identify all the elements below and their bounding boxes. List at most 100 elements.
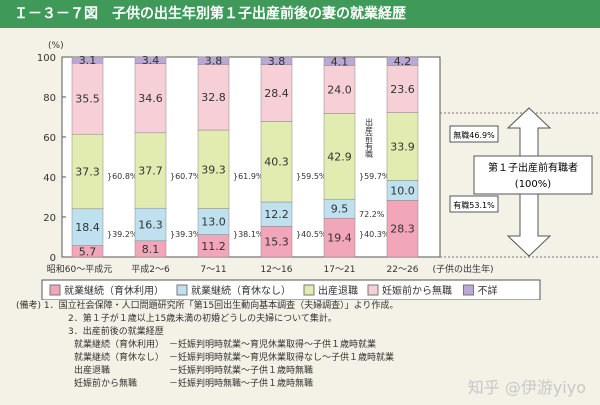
note-3: 3．出産前後の就業経歴 bbox=[68, 327, 164, 337]
data-label: 37.7 bbox=[138, 165, 163, 178]
data-label: 32.8 bbox=[201, 91, 226, 104]
data-label: 28.4 bbox=[264, 87, 289, 100]
bar-segment bbox=[197, 56, 230, 65]
bar-segment bbox=[260, 64, 293, 122]
legend-swatch bbox=[463, 284, 474, 296]
data-label: 3.4 bbox=[142, 54, 160, 67]
data-label: 4.1 bbox=[331, 55, 349, 68]
legend-label: 出産退職 bbox=[318, 284, 358, 297]
data-label: 19.4 bbox=[327, 232, 352, 245]
bar-segment bbox=[134, 132, 167, 209]
definition-text: 就業継続（育休なし） bbox=[74, 353, 165, 363]
definition-text: 出産退職 bbox=[74, 366, 111, 376]
definition-text: 就業継続（育休利用） bbox=[74, 340, 165, 350]
employed-share: 有職53.1% bbox=[453, 200, 495, 210]
bar-segment bbox=[71, 62, 104, 135]
bar-segment bbox=[197, 129, 230, 209]
data-label: 4.2 bbox=[394, 55, 412, 68]
note-definition: 就業継続（育休利用） －妊娠判明時就業～育児休業取得～子供１歳時就業 bbox=[74, 339, 398, 352]
legend-label: 就業継続（育休なし） bbox=[191, 284, 291, 297]
bar-segment bbox=[134, 207, 167, 242]
definition-text: －妊娠判明時就業～育児休業取得～子供１歳時就業 bbox=[169, 340, 377, 350]
vertical-label: 出産前有職 bbox=[365, 117, 374, 159]
bar-segment bbox=[323, 113, 356, 200]
bar-segment bbox=[134, 63, 167, 134]
data-label: 35.5 bbox=[75, 93, 100, 106]
definition-text: －妊娠判明時就業～育児休業取得なし～子供１歳時就業 bbox=[169, 353, 395, 363]
data-label: 23.6 bbox=[390, 83, 415, 96]
definition-text: －妊娠判明時就業～子供１歳時無職 bbox=[169, 366, 314, 376]
data-label: 3.8 bbox=[268, 55, 286, 68]
legend-swatch bbox=[367, 284, 379, 296]
continue-share-label: }39.2% bbox=[107, 230, 138, 239]
quit-share-label: }59.7% bbox=[359, 172, 390, 181]
x-tick-label: 7～11 bbox=[200, 265, 226, 275]
bar-segment bbox=[323, 65, 356, 114]
bar-segment bbox=[386, 112, 419, 181]
legend-label: 不詳 bbox=[478, 284, 498, 297]
data-label: 28.3 bbox=[390, 223, 415, 236]
bar-segment bbox=[386, 200, 419, 258]
data-label: 34.6 bbox=[138, 92, 163, 105]
y-tick-label: 80 bbox=[43, 93, 56, 104]
notes-head: (備考) bbox=[16, 301, 42, 311]
data-label: 3.1 bbox=[79, 54, 97, 67]
bar-segment bbox=[260, 226, 293, 258]
data-label: 10.0 bbox=[390, 184, 415, 197]
data-label: 16.3 bbox=[138, 219, 163, 232]
continue-share-label: }40.3% bbox=[359, 230, 390, 239]
legend-swatch bbox=[176, 284, 188, 296]
y-tick-label: 20 bbox=[43, 213, 56, 224]
data-label: 40.3 bbox=[264, 156, 289, 169]
employed-box bbox=[449, 195, 499, 213]
x-tick-label: 12～16 bbox=[261, 265, 293, 275]
y-tick-label: 40 bbox=[43, 173, 56, 184]
x-tick-label: 昭和60～平成元 bbox=[47, 263, 112, 275]
data-label: 33.9 bbox=[390, 141, 415, 154]
data-label: 37.3 bbox=[75, 166, 100, 179]
legend-swatch bbox=[303, 284, 315, 296]
bar-segment bbox=[323, 217, 356, 258]
bar-segment bbox=[260, 56, 293, 65]
note-2: 2．第１子が１歳以上15歳未満の初婚どうしの夫婦について集計。 bbox=[68, 314, 337, 324]
continue-share-label: }39.3% bbox=[170, 230, 201, 239]
bar-segment bbox=[260, 201, 293, 227]
y-axis-label: (%) bbox=[48, 41, 64, 51]
data-label: 24.0 bbox=[327, 83, 352, 96]
chart-title: Ｉ－３－７図 子供の出生年別第１子出産前後の妻の就業経歴 bbox=[0, 0, 600, 28]
data-label: 39.3 bbox=[201, 163, 226, 176]
data-label: 12.2 bbox=[264, 208, 289, 221]
x-tick-label: 平成2～6 bbox=[131, 263, 170, 275]
legend bbox=[41, 279, 541, 300]
bar-segment bbox=[134, 56, 167, 64]
bar-segment bbox=[71, 56, 104, 64]
plot-area bbox=[61, 56, 441, 258]
bar-segment bbox=[197, 208, 230, 235]
note-definition: 就業継続（育休なし） －妊娠判明時就業～育児休業取得なし～子供１歳時就業 bbox=[74, 352, 398, 365]
data-label: 11.2 bbox=[201, 240, 226, 253]
arrow-label: 第１子出産前有職者 bbox=[488, 161, 578, 174]
definition-text: －妊娠判明時無職～子供１歳時無職 bbox=[169, 379, 314, 389]
continue-share-label: }38.1% bbox=[233, 230, 264, 239]
definition-text: 妊娠前から無職 bbox=[74, 379, 138, 389]
data-label: 15.3 bbox=[264, 236, 289, 249]
legend-label: 就業継続（育休利用） bbox=[64, 284, 164, 297]
y-tick-label: 100 bbox=[37, 53, 56, 64]
legend-label: 妊娠前から無職 bbox=[382, 284, 452, 297]
data-label: 8.1 bbox=[142, 243, 160, 256]
y-tick-label: 0 bbox=[50, 253, 56, 264]
bar-segment bbox=[71, 208, 104, 246]
x-tick-label: 22～26 bbox=[387, 265, 419, 275]
bar-segment bbox=[323, 56, 356, 66]
data-label: 13.0 bbox=[201, 216, 226, 229]
quit-share-label: }60.7% bbox=[170, 172, 201, 181]
note-1: 1．国立社会保障・人口問題研究所「第15回出生動向基本調査（夫婦調査）」より作成… bbox=[43, 301, 399, 311]
legend-swatch bbox=[49, 284, 61, 296]
x-tick-label: 17～21 bbox=[324, 265, 356, 275]
data-label: 3.8 bbox=[205, 55, 223, 68]
data-label: 18.4 bbox=[75, 221, 100, 234]
quit-share-label: }61.9% bbox=[233, 172, 264, 181]
arrow-label-box bbox=[473, 155, 593, 195]
data-label: 5.7 bbox=[79, 245, 97, 258]
bar-segment bbox=[71, 133, 104, 210]
